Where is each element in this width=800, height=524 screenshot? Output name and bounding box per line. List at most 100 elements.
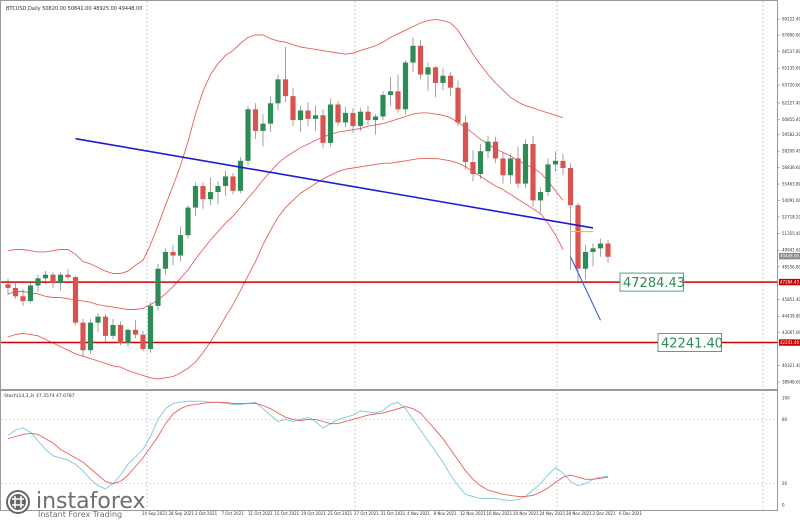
price-axis-label: 69222.40 <box>782 17 800 22</box>
price-axis-label: 55463.80 <box>782 182 800 187</box>
date-axis-label: 20 Nov 2021 <box>513 511 539 516</box>
bull-candle <box>237 160 244 191</box>
bull-candle <box>57 274 64 284</box>
date-axis-label: 11 Oct 2021 <box>248 511 273 516</box>
bull-candle <box>260 123 266 131</box>
bull-candle <box>582 251 589 269</box>
price-axis-label: 62227.40 <box>782 100 800 105</box>
bull-candle <box>147 305 154 350</box>
bear-candle <box>560 160 566 169</box>
bull-candle <box>312 115 319 119</box>
stoch-label: Stoch(14,3,3) 47.3574 47.0787 <box>4 393 75 399</box>
bear-candle <box>455 87 461 123</box>
watermark-tagline: Instant Forex Trading <box>38 510 122 519</box>
price-axis-label: 63720.60 <box>782 83 800 88</box>
current-price-tag: 49448.00 <box>780 254 800 259</box>
bull-candle <box>597 243 604 249</box>
bear-candle <box>395 91 401 110</box>
bull-candle <box>402 62 409 110</box>
price-axis-label: 49941.60 <box>782 248 800 253</box>
bull-candle <box>477 151 484 175</box>
date-axis-label: 16 Nov 2021 <box>487 511 513 516</box>
bull-candle <box>245 109 251 161</box>
projection-arrow-line <box>570 256 601 321</box>
bear-candle <box>140 334 146 350</box>
bull-candle <box>440 75 446 83</box>
date-axis-label: 24 Sep 2021 <box>142 511 168 516</box>
bull-candle <box>95 316 101 323</box>
current-price-tag-bg <box>779 252 800 260</box>
stoch-axis-label: 0 <box>782 503 785 508</box>
bear-candle <box>575 205 581 269</box>
bull-candle <box>552 160 559 165</box>
instaforex-watermark: instaforex Instant Forex Trading <box>6 489 146 519</box>
bear-candle <box>447 75 454 88</box>
bull-candle <box>215 186 221 192</box>
bull-candle <box>185 207 191 236</box>
bull-candle <box>275 79 281 104</box>
descending-trendline <box>75 137 594 229</box>
instaforex-logo-icon <box>6 490 30 514</box>
bull-candle <box>207 191 214 200</box>
price-axis-label: 59582.20 <box>782 132 800 137</box>
bear-candle <box>320 115 326 143</box>
price-axis-label: 51355.40 <box>782 231 800 236</box>
level1-annotation: 47284.43 <box>623 276 685 291</box>
bull-candle <box>357 111 364 127</box>
bull-candle <box>177 235 184 256</box>
bear-candle <box>5 284 11 288</box>
stoch-axis-label: 20 <box>782 481 788 486</box>
bear-candle <box>230 176 236 191</box>
bull-candle <box>192 186 199 208</box>
level1-price-tag-bg <box>779 278 800 286</box>
price-axis-label: 58209.40 <box>782 149 800 154</box>
date-axis-label: 2 Dec 2021 <box>593 511 616 516</box>
watermark-brand: instaforex <box>36 489 146 514</box>
bull-candle <box>267 103 274 124</box>
bull-candle <box>590 248 596 252</box>
bear-candle <box>492 141 499 159</box>
bear-candle <box>417 45 424 75</box>
price-axis-label: 52718.20 <box>782 214 800 219</box>
stoch-panel-border <box>0 390 778 511</box>
price-axis-label: 66537.80 <box>782 49 800 54</box>
date-axis-label: 3 Oct 2021 <box>195 511 218 516</box>
price-axis-label: 60855.40 <box>782 117 800 122</box>
date-axis-label: 4 Nov 2021 <box>407 511 431 516</box>
bull-candle <box>35 278 41 286</box>
date-axis-label: 19 Oct 2021 <box>301 511 326 516</box>
stoch-d-line <box>7 401 609 497</box>
price-axis-label: 44439.80 <box>782 314 800 319</box>
bull-candle <box>537 191 544 201</box>
bollinger-middle-band <box>7 112 564 310</box>
bear-candle <box>290 96 296 121</box>
bear-candle <box>605 243 611 257</box>
date-axis-label: 15 Oct 2021 <box>275 511 300 516</box>
bull-candle <box>87 322 94 351</box>
bollinger-upper-band <box>7 18 564 274</box>
bear-candle <box>365 111 371 121</box>
price-axis-label: 65135.60 <box>782 66 800 71</box>
price-axis-label: 43067.00 <box>782 330 800 335</box>
bull-candle <box>380 94 386 117</box>
level1-annotation-box <box>619 272 684 292</box>
bull-candle <box>545 164 551 192</box>
bear-candle <box>50 274 56 284</box>
level1-price-tag: 47284.43 <box>780 280 800 285</box>
date-axis-label: 31 Oct 2021 <box>381 511 406 516</box>
bull-candle <box>297 110 304 121</box>
date-axis-label: 23 Oct 2021 <box>328 511 353 516</box>
chart-header: BTCUSD,Daily 50820.00 50841.00 48925.00 … <box>6 6 142 12</box>
date-axis-label: 24 Nov 2021 <box>540 511 566 516</box>
bear-candle <box>200 186 206 200</box>
level2-annotation-box <box>657 333 722 352</box>
bull-candle <box>42 274 49 279</box>
price-axis-label: 45851.40 <box>782 297 800 302</box>
bear-candle <box>20 296 26 302</box>
bear-candle <box>462 122 469 163</box>
bull-candle <box>410 45 416 63</box>
date-axis-label: 28 Nov 2021 <box>566 511 592 516</box>
bull-candle <box>222 176 229 187</box>
